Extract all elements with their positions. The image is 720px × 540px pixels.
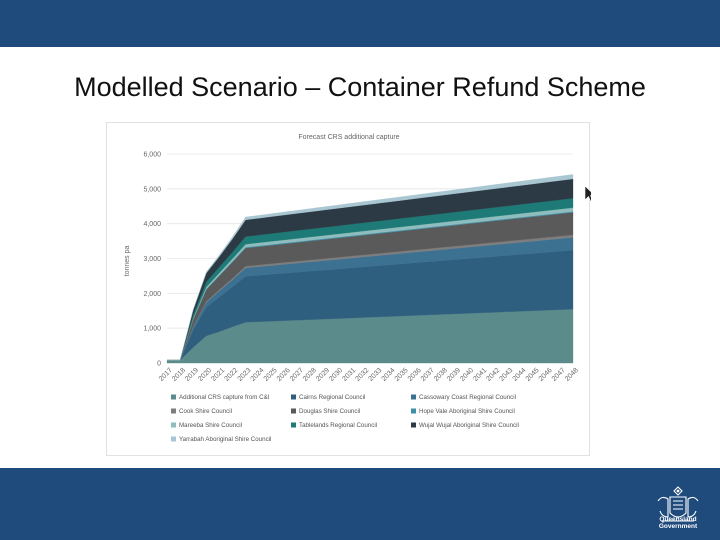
y-axis-ticks: 0 1,000 2,000 3,000 4,000 5,000 6,000 [143, 152, 161, 368]
x-axis-ticks: 2017201820192020202120222023202420252026… [158, 367, 580, 383]
government-logo-text: Queensland Government [648, 516, 708, 530]
y-tick-label: 1,000 [143, 326, 161, 333]
y-tick-label: 5,000 [143, 186, 161, 193]
x-tick-label: 2035 [394, 367, 410, 383]
chart-title: Forecast CRS additional capture [298, 134, 399, 141]
x-tick-label: 2041 [472, 367, 488, 383]
x-tick-label: 2021 [210, 367, 226, 383]
legend-item: Mareeba Shire Council [171, 422, 242, 429]
x-tick-label: 2023 [237, 367, 253, 383]
x-tick-label: 2043 [498, 367, 514, 383]
x-tick-label: 2020 [197, 367, 213, 383]
queensland-government-crest-icon [657, 486, 699, 522]
legend: Additional CRS capture from C&I Cairns Re… [171, 394, 519, 443]
legend-item: Tablelands Regional Council [291, 422, 377, 429]
x-tick-label: 2028 [302, 367, 318, 383]
x-tick-label: 2042 [485, 367, 501, 383]
x-tick-label: 2045 [525, 367, 541, 383]
legend-swatch [411, 408, 416, 414]
y-tick-label: 6,000 [143, 152, 161, 159]
x-tick-label: 2034 [381, 367, 397, 383]
legend-item: Douglas Shire Council [291, 408, 360, 415]
x-tick-label: 2030 [328, 367, 344, 383]
x-tick-label: 2039 [446, 367, 462, 383]
x-tick-label: 2022 [223, 367, 239, 383]
top-band [0, 0, 720, 47]
x-tick-label: 2040 [459, 367, 475, 383]
x-tick-label: 2036 [407, 367, 423, 383]
x-tick-label: 2029 [315, 367, 331, 383]
x-tick-label: 2044 [512, 367, 528, 383]
legend-label: Mareeba Shire Council [179, 422, 242, 429]
x-tick-label: 2027 [289, 367, 305, 383]
stacked-area-chart: Forecast CRS additional capture 0 1,000 2,… [124, 134, 591, 443]
x-tick-label: 2037 [420, 367, 436, 383]
slide-title: Modelled Scenario – Container Refund Sch… [74, 72, 646, 102]
x-tick-label: 2047 [551, 367, 567, 383]
legend-item: Yarrabah Aboriginal Shire Council [171, 436, 271, 443]
legend-swatch [171, 436, 176, 442]
x-tick-label: 2026 [276, 367, 292, 383]
legend-swatch [411, 422, 416, 428]
y-tick-label: 0 [157, 361, 161, 368]
legend-swatch [291, 394, 296, 400]
y-tick-label: 4,000 [143, 221, 161, 228]
legend-label: Hope Vale Aboriginal Shire Council [419, 408, 515, 415]
logo-line-1: Queensland [659, 516, 697, 523]
legend-swatch [171, 422, 176, 428]
legend-label: Douglas Shire Council [299, 408, 360, 415]
x-tick-label: 2024 [250, 367, 266, 383]
x-tick-label: 2018 [171, 367, 187, 383]
legend-label: Wujal Wujal Aboriginal Shire Council [419, 422, 519, 429]
legend-label: Additional CRS capture from C&I [179, 394, 270, 401]
x-tick-label: 2033 [368, 367, 384, 383]
legend-label: Tablelands Regional Council [299, 422, 377, 429]
legend-label: Cassowary Coast Regional Council [419, 394, 516, 401]
x-tick-label: 2031 [341, 367, 357, 383]
legend-label: Cairns Regional Council [299, 394, 365, 401]
y-axis-label: tonnes pa [124, 246, 131, 277]
legend-swatch [171, 408, 176, 414]
chart-frame: Forecast CRS additional capture 0 1,000 2,… [106, 122, 591, 456]
bottom-band [0, 468, 720, 540]
legend-item: Wujal Wujal Aboriginal Shire Council [411, 422, 519, 429]
y-tick-label: 2,000 [143, 291, 161, 298]
area-series [166, 174, 574, 364]
x-tick-label: 2032 [354, 367, 370, 383]
x-tick-label: 2017 [158, 367, 174, 383]
logo-line-2: Government [658, 523, 698, 530]
legend-swatch [411, 394, 416, 400]
legend-label: Yarrabah Aboriginal Shire Council [179, 436, 271, 443]
x-tick-label: 2048 [564, 367, 580, 383]
legend-label: Cook Shire Council [179, 408, 232, 415]
x-tick-label: 2025 [263, 367, 279, 383]
x-tick-label: 2038 [433, 367, 449, 383]
legend-item: Cook Shire Council [171, 408, 232, 415]
x-tick-label: 2046 [538, 367, 554, 383]
legend-swatch [291, 422, 296, 428]
y-tick-label: 3,000 [143, 256, 161, 263]
mouse-cursor-icon [584, 185, 591, 203]
legend-item: Hope Vale Aboriginal Shire Council [411, 408, 515, 415]
legend-swatch [291, 408, 296, 414]
x-tick-label: 2019 [184, 367, 200, 383]
legend-item: Additional CRS capture from C&I [171, 394, 270, 401]
legend-item: Cairns Regional Council [291, 394, 365, 401]
legend-swatch [171, 394, 176, 400]
legend-item: Cassowary Coast Regional Council [411, 394, 516, 401]
area-series [167, 174, 574, 361]
